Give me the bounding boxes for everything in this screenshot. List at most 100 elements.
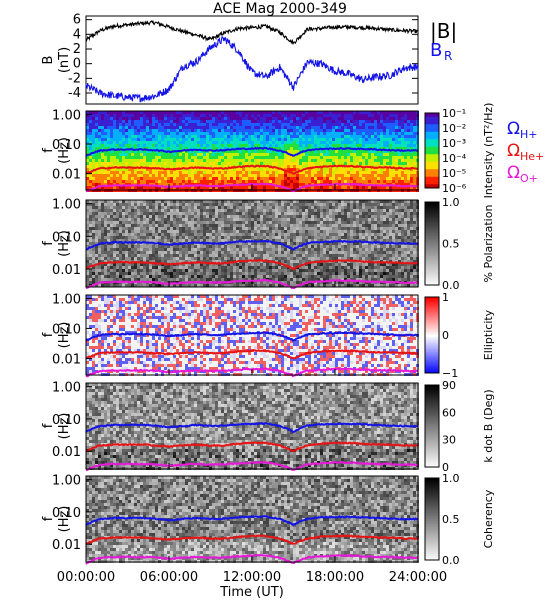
pixel bbox=[218, 114, 221, 117]
pixel bbox=[95, 174, 98, 177]
pixel bbox=[197, 144, 200, 147]
pixel bbox=[203, 266, 206, 269]
pixel bbox=[203, 165, 206, 168]
pixel bbox=[212, 141, 215, 144]
pixel bbox=[305, 159, 308, 162]
pixel bbox=[86, 257, 89, 260]
pixel bbox=[188, 224, 191, 227]
pixel bbox=[266, 275, 269, 278]
pixel bbox=[383, 174, 386, 177]
pixel bbox=[224, 218, 227, 221]
colorbar-cell bbox=[425, 180, 439, 183]
pixel bbox=[140, 272, 143, 275]
spectrogram-panel bbox=[86, 200, 419, 287]
pixel bbox=[263, 129, 266, 132]
pixel bbox=[86, 129, 89, 132]
pixel bbox=[185, 147, 188, 150]
pixel bbox=[287, 177, 290, 180]
pixel bbox=[149, 263, 152, 266]
pixel bbox=[209, 129, 212, 132]
pixel bbox=[113, 251, 116, 254]
pixel bbox=[125, 236, 128, 239]
pixel bbox=[224, 174, 227, 177]
pixel bbox=[341, 117, 344, 120]
pixel bbox=[188, 120, 191, 123]
pixel bbox=[389, 141, 392, 144]
pixel bbox=[149, 272, 152, 275]
pixel bbox=[86, 180, 89, 183]
pixel bbox=[161, 162, 164, 165]
pixel bbox=[119, 221, 122, 224]
pixel bbox=[119, 278, 122, 281]
pixel bbox=[161, 218, 164, 221]
pixel bbox=[260, 263, 263, 266]
pixel bbox=[251, 209, 254, 212]
pixel bbox=[194, 111, 197, 114]
pixel bbox=[188, 278, 191, 281]
pixel bbox=[275, 224, 278, 227]
pixel bbox=[407, 156, 410, 159]
pixel bbox=[203, 218, 206, 221]
pixel bbox=[146, 221, 149, 224]
pixel bbox=[401, 123, 404, 126]
pixel bbox=[104, 230, 107, 233]
pixel bbox=[134, 257, 137, 260]
pixel bbox=[248, 275, 251, 278]
pixel bbox=[89, 123, 92, 126]
pixel bbox=[332, 171, 335, 174]
pixel bbox=[326, 144, 329, 147]
pixel bbox=[260, 159, 263, 162]
pixel bbox=[296, 123, 299, 126]
pixel bbox=[281, 144, 284, 147]
pixel bbox=[86, 183, 89, 186]
pixel bbox=[254, 126, 257, 129]
pixel bbox=[86, 141, 89, 144]
pixel bbox=[320, 123, 323, 126]
pixel bbox=[98, 251, 101, 254]
pixel bbox=[185, 257, 188, 260]
pixel bbox=[209, 239, 212, 242]
pixel bbox=[242, 227, 245, 230]
legend-br-sub: R bbox=[444, 49, 452, 63]
pixel bbox=[344, 129, 347, 132]
pixel bbox=[413, 162, 416, 165]
pixel bbox=[203, 236, 206, 239]
pixel bbox=[197, 209, 200, 212]
pixel bbox=[266, 284, 269, 287]
pixel bbox=[128, 263, 131, 266]
pixel bbox=[170, 275, 173, 278]
pixel bbox=[215, 224, 218, 227]
pixel bbox=[278, 117, 281, 120]
pixel bbox=[257, 212, 260, 215]
y-tick-label: 0 bbox=[73, 57, 81, 72]
pixel bbox=[215, 275, 218, 278]
pixel bbox=[239, 257, 242, 260]
pixel bbox=[167, 141, 170, 144]
pixel bbox=[113, 227, 116, 230]
pixel bbox=[155, 263, 158, 266]
pixel bbox=[104, 269, 107, 272]
pixel bbox=[230, 257, 233, 260]
pixel bbox=[236, 284, 239, 287]
pixel bbox=[356, 135, 359, 138]
pixel bbox=[224, 129, 227, 132]
pixel bbox=[299, 138, 302, 141]
pixel bbox=[374, 144, 377, 147]
pixel bbox=[119, 117, 122, 120]
pixel bbox=[290, 168, 293, 171]
pixel bbox=[257, 242, 260, 245]
pixel bbox=[281, 126, 284, 129]
pixel bbox=[86, 120, 89, 123]
pixel bbox=[119, 257, 122, 260]
pixel bbox=[242, 215, 245, 218]
pixel bbox=[119, 206, 122, 209]
pixel bbox=[92, 165, 95, 168]
pixel bbox=[164, 272, 167, 275]
pixel bbox=[344, 177, 347, 180]
pixel bbox=[155, 284, 158, 287]
pixel bbox=[221, 218, 224, 221]
pixel bbox=[392, 111, 395, 114]
pixel bbox=[395, 147, 398, 150]
pixel bbox=[392, 177, 395, 180]
pixel bbox=[263, 180, 266, 183]
